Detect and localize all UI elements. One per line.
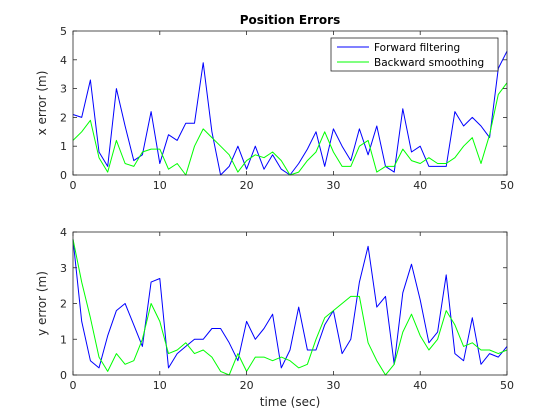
x-tick-label: 30	[326, 179, 340, 192]
subplot-2: 0 10 20 30 40 50 0 1 2 3 4 y error (m) time (sec)	[35, 226, 514, 409]
series-line-backward-smoothing	[72, 239, 508, 376]
subplot-1: 0 10 20 30 40 50 0 1 2 3 4 5 x error (m) Position Err…	[35, 13, 514, 192]
axes-frame	[72, 30, 508, 176]
y-tick-label: 0	[60, 169, 67, 182]
legend-box	[330, 37, 499, 72]
y-tick-label: 5	[60, 25, 67, 38]
x-tick-label: 10	[153, 379, 167, 392]
y-tick-label: 4	[60, 226, 67, 239]
legend-label-backward-smoothing: Backward smoothing	[374, 57, 484, 69]
x-tick-label: 40	[413, 379, 427, 392]
y-tick-label: 3	[60, 83, 67, 96]
legend-label-forward-filtering: Forward filtering	[374, 42, 460, 54]
y-tick-label: 2	[60, 111, 67, 124]
x-tick-label: 50	[500, 379, 514, 392]
y-axis-label: y error (m)	[35, 271, 49, 336]
x-tick-label: 20	[240, 179, 254, 192]
series-line-forward-filtering	[72, 239, 508, 369]
y-tick-label: 4	[60, 54, 67, 67]
x-tick-label: 0	[70, 179, 77, 192]
series-line-backward-smoothing	[72, 82, 508, 176]
y-tick-label: 2	[60, 298, 67, 311]
x-axis-label: time (sec)	[260, 395, 321, 409]
y-tick-label: 1	[60, 333, 67, 346]
y-tick-label: 1	[60, 140, 67, 153]
x-tick-label: 0	[70, 379, 77, 392]
x-tick-label: 30	[326, 379, 340, 392]
y-tick-label: 0	[60, 369, 67, 382]
x-tick-label: 40	[413, 179, 427, 192]
chart-title: Position Errors	[240, 13, 340, 27]
y-axis-label: x error (m)	[35, 71, 49, 136]
x-tick-label: 10	[153, 179, 167, 192]
y-tick-label: 3	[60, 262, 67, 275]
x-tick-label: 50	[500, 179, 514, 192]
x-tick-label: 20	[240, 379, 254, 392]
legend: Forward filtering Backward smoothing	[330, 37, 499, 72]
